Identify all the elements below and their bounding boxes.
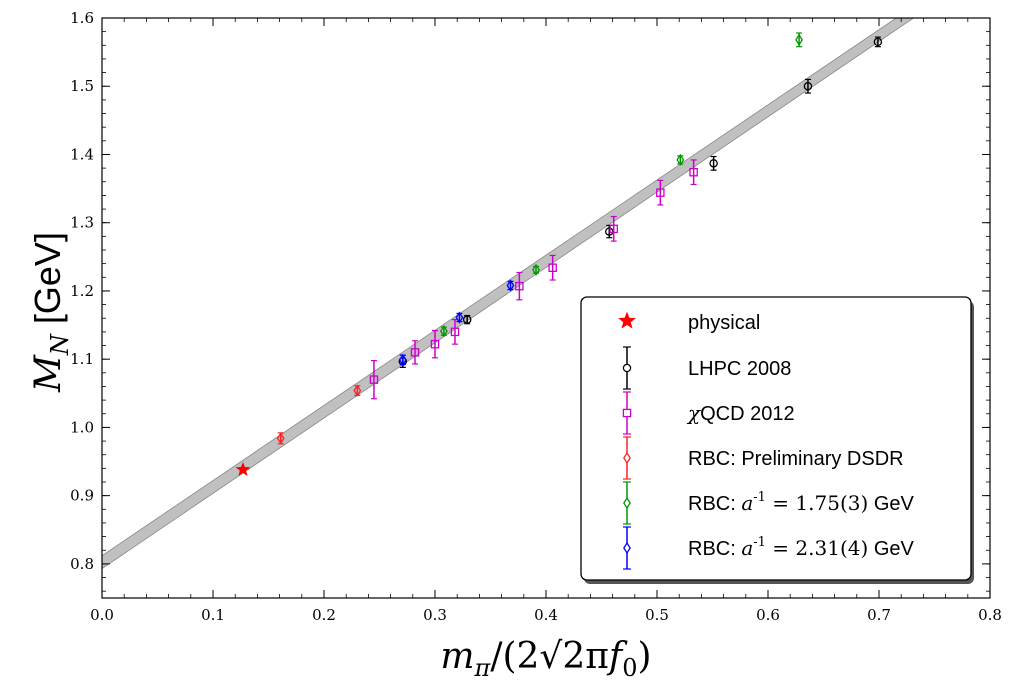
data-point [410,348,420,357]
y-tick-label: 1.2 [70,282,94,300]
x-tick-label: 0.7 [867,606,891,624]
legend-label: χQCD 2012 [686,401,795,425]
data-point [609,224,618,234]
series-2 [369,159,698,400]
data-point [506,279,515,292]
data-point [455,311,464,324]
legend-label: physical [688,312,760,334]
data-point [873,37,883,47]
y-axis-label: MN [GeV] [27,232,74,393]
data-marks-layer [235,32,883,477]
x-tick-label: 0.8 [978,606,1002,624]
y-tick-label: 0.9 [70,487,94,505]
x-tick-label: 0.2 [312,606,336,624]
series-4 [439,32,804,338]
data-point [605,227,614,236]
legend-marker [623,541,631,555]
legend-item: RBC: Preliminary DSDR [623,436,904,480]
data-point [532,263,540,276]
legend-box [580,296,972,581]
y-tick-label: 1.6 [70,9,94,27]
legend-label: LHPC 2008 [688,358,791,380]
legend-label: RBC: a-1 = 2.31(4) GeV [688,535,915,560]
data-point [353,384,362,397]
data-point [709,159,718,168]
legend-item: RBC: a-1 = 2.31(4) GeV [623,526,915,570]
legend-item: χQCD 2012 [622,391,795,435]
series-0 [235,461,251,477]
data-point [656,188,665,197]
data-point [450,327,460,337]
y-tick-label: 1.3 [70,214,94,232]
data-point [548,263,557,272]
legend-label: RBC: Preliminary DSDR [688,448,904,470]
data-point [803,81,813,91]
x-tick-label: 0.1 [201,606,225,624]
x-tick-label: 0.4 [534,606,558,624]
series-5 [398,279,515,367]
legend-marker [617,311,637,329]
x-axis-label: mπ/(2√2πf0) [440,636,651,682]
data-point [439,325,448,338]
y-tick-label: 1.5 [70,77,94,95]
x-tick-label: 0.5 [645,606,669,624]
data-point [398,353,407,367]
data-point [235,461,251,477]
data-point [676,153,685,167]
data-point [462,315,472,324]
x-tick-label: 0.3 [423,606,447,624]
y-tick-label: 0.8 [70,555,94,573]
data-point [515,281,524,291]
series-1 [398,36,883,368]
y-tick-label: 1.4 [70,145,94,163]
data-point [369,375,379,384]
legend: physical LHPC 2008 χQCD 2012 RBC: Prelimina… [580,296,974,584]
data-point [276,432,285,445]
legend-marker [622,408,632,418]
legend-marker [623,496,631,510]
series-3 [276,384,362,445]
legend-item: physical [617,311,760,334]
legend-item: LHPC 2008 [622,346,791,390]
legend-label: RBC: a-1 = 1.75(3) GeV [688,490,915,515]
legend-item: RBC: a-1 = 1.75(3) GeV [623,481,915,525]
y-tick-label: 1.1 [70,350,94,368]
data-point [430,339,440,349]
data-point [689,167,698,177]
x-tick-label: 0.6 [756,606,780,624]
y-tick-label: 1.0 [70,418,94,436]
data-point [795,33,804,46]
legend-marker [622,363,632,373]
legend-marker [623,451,631,465]
axis-ticks-layer: 0.0 0.1 0.2 0.3 0.4 0.5 0.6 0.7 0.8 0.8 0.9 1.0 1.1 1… [70,9,1002,624]
x-tick-label: 0.0 [90,606,114,624]
